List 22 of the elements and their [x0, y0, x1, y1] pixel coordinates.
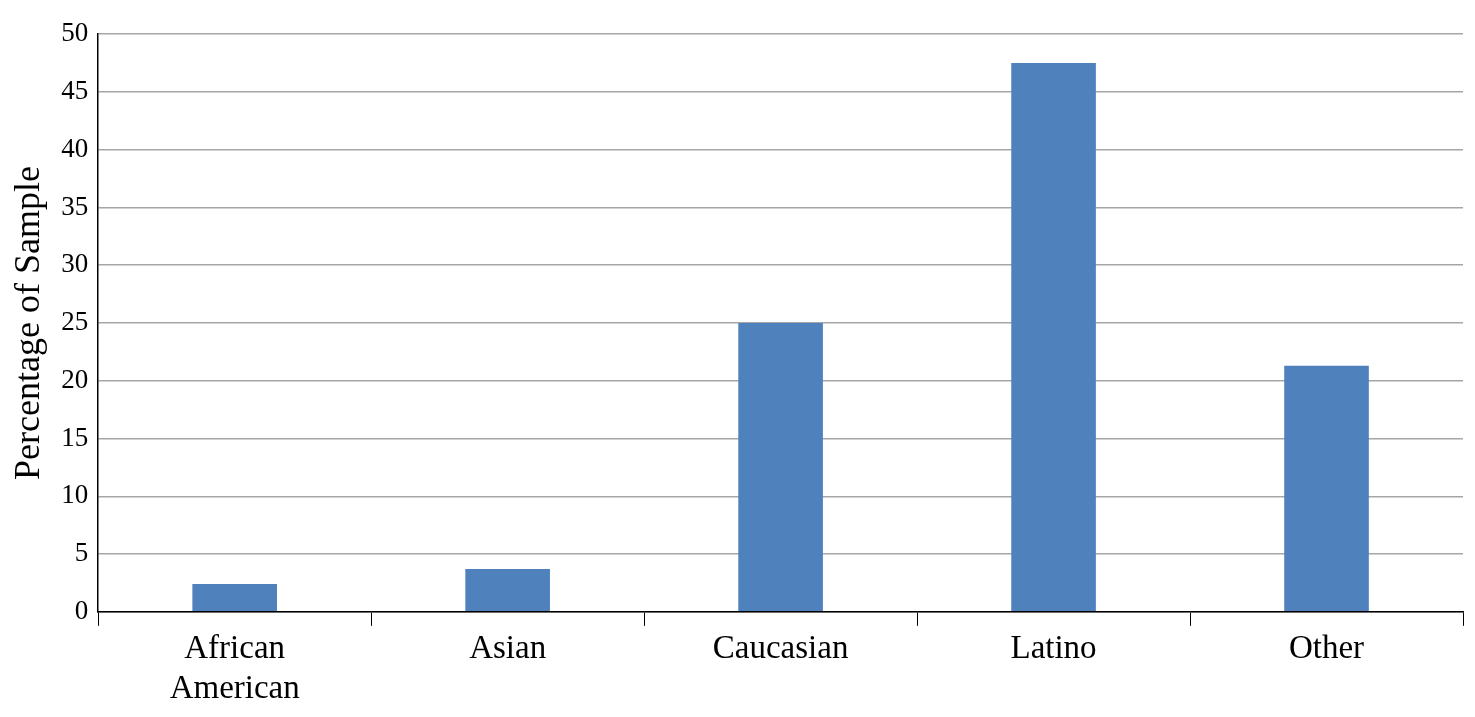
- y-tick-label: 25: [61, 306, 89, 337]
- x-tick-label: Asian: [469, 629, 547, 666]
- x-tick-label: Latino: [1010, 629, 1097, 666]
- y-tick-label: 15: [61, 421, 89, 452]
- y-tick-label: 40: [61, 132, 89, 163]
- bar: [1011, 63, 1096, 612]
- y-tick-label: 0: [74, 594, 89, 625]
- y-tick-label: 20: [61, 363, 89, 394]
- y-tick-label: 50: [61, 17, 89, 48]
- y-tick-label: 45: [61, 75, 89, 106]
- bar: [738, 323, 823, 612]
- y-axis-title: Percentage of Sample: [7, 166, 48, 480]
- bar: [465, 569, 550, 612]
- bar: [1284, 365, 1369, 612]
- y-tick-label: 35: [61, 190, 89, 221]
- y-tick-label: 10: [61, 479, 89, 510]
- y-tick-label: 30: [61, 248, 89, 279]
- x-tick-label: Other: [1288, 629, 1365, 666]
- bar: [192, 584, 277, 612]
- y-tick-label: 5: [74, 537, 89, 568]
- x-tick-label: Caucasian: [712, 629, 849, 666]
- x-tick-label: African American: [169, 629, 300, 705]
